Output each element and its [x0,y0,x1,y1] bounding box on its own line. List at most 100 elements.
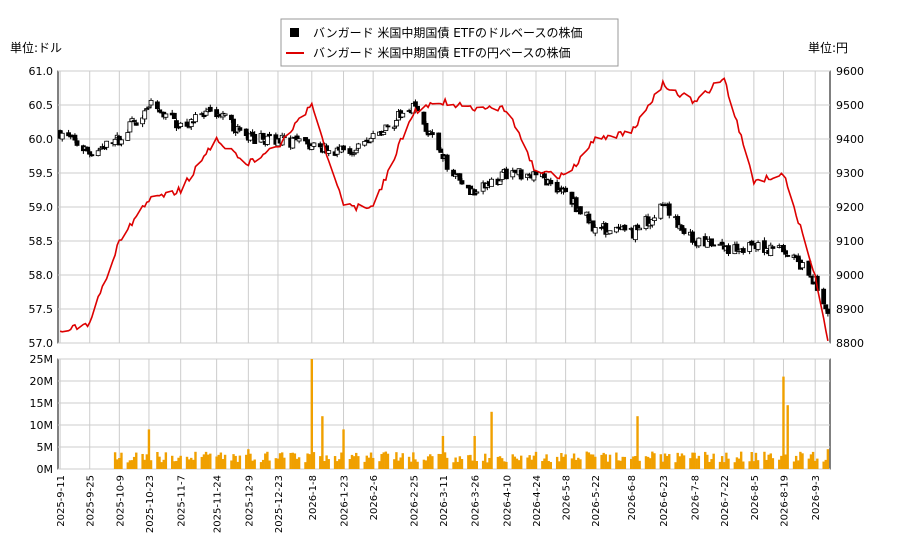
volume-bar [156,451,159,469]
candle-body [599,226,604,229]
volume-bar [782,376,785,469]
candle-body [381,132,387,135]
volume-bar [363,461,366,469]
volume-bar [268,460,271,469]
volume-bar [143,459,146,469]
candle-body [144,108,150,110]
volume-bar [549,461,553,469]
candle-body [666,203,672,216]
left-tick-label: 59.5 [29,167,54,180]
volume-bar [206,454,210,469]
volume-bar [149,460,153,469]
volume-bar [276,458,280,469]
volume-bar [570,458,574,469]
candle-body [751,243,757,245]
volume-bar [708,461,711,469]
volume-bar [424,460,428,469]
candle-body [97,147,103,150]
candle-body [125,132,131,141]
volume-bar [407,456,411,469]
volume-bar [283,457,286,469]
volume-bar [712,453,715,469]
volume-bar [725,452,728,469]
volume-bar [194,451,197,469]
candle-body [459,180,465,185]
x-tick-label: 2026-7-8 [691,475,702,520]
volume-bar [221,459,225,469]
x-tick-label: 2026-4-10 [502,475,513,527]
candle-body [696,237,702,247]
volume-bar [393,459,396,469]
candle-body [85,146,91,152]
volume-bar [780,455,783,469]
candle-body [681,228,687,234]
volume-bar [737,458,741,469]
volume-bar [380,454,383,469]
volume-bar [348,459,352,469]
volume-tick-label: 5M [37,441,54,454]
candle-body [362,140,368,146]
volume-bar [355,452,358,469]
volume-bar [259,462,263,469]
candle-body [133,122,139,126]
volume-bar [230,460,233,469]
volume-bar [397,460,400,469]
volume-bar [215,456,218,469]
volume-bar [799,451,802,469]
volume-bar [500,458,504,469]
volume-bar [807,458,811,469]
volume-bar [369,452,373,469]
candle-body [825,308,831,314]
volume-bar [484,453,487,469]
volume-tick-label: 25M [30,353,54,366]
volume-bar [261,459,265,469]
volume-bar [720,456,724,469]
volume-bar [378,461,381,469]
volume-bar [689,458,692,469]
x-tick-label: 2026-6-23 [659,475,670,527]
candle-body [311,142,317,147]
candle-body [554,181,560,193]
volume-bar [564,454,567,469]
volume-bar [742,461,745,469]
candle-body [823,304,829,310]
volume-bar [600,454,603,469]
volume-bar [293,453,297,469]
candle-body [622,224,628,231]
volume-bar [750,452,753,469]
volume-bar [754,452,758,469]
volume-bar [251,460,254,469]
volume-bar [321,416,324,469]
candle-body [95,150,101,156]
volume-bar [589,454,593,469]
x-tick-label: 2026-1-23 [340,475,351,527]
candle-body [770,246,776,249]
volume-bar [602,452,605,469]
candle-body [740,248,746,253]
volume-bar [185,456,189,469]
volume-bar [638,460,641,469]
volume-bar [192,459,195,469]
volume-bar [116,459,119,469]
candle-body [267,133,272,137]
candle-body [317,143,323,148]
candle-body [542,173,547,179]
volume-bar [280,452,284,469]
volume-tick-label: 15M [30,397,54,410]
volume-bar [384,451,388,469]
volume-bar [706,454,709,469]
volume-bar [410,461,413,469]
candle-body [400,112,406,118]
volume-bar [171,455,174,469]
volume-bar [547,460,550,469]
candle-body [652,217,657,221]
candle-body [207,106,213,112]
right-tick-label: 9100 [836,235,864,248]
volume-bar [606,461,610,469]
volume-bar [809,454,813,469]
volume-bar [769,453,772,469]
volume-bar [126,462,129,469]
volume-bar [473,436,476,469]
volume-bar [179,455,182,469]
x-tick-label: 2026-1-8 [308,475,319,520]
